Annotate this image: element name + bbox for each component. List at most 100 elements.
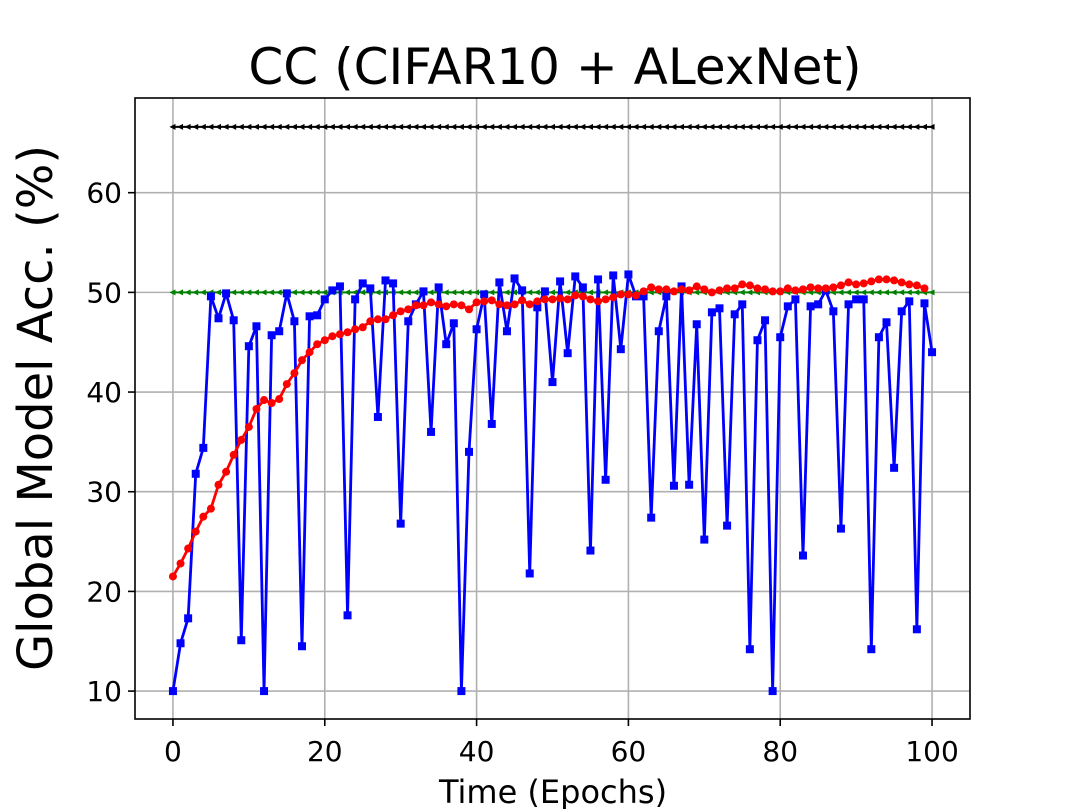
data-point: [434, 300, 443, 309]
data-point: [860, 123, 867, 130]
data-point: [928, 348, 937, 357]
data-point: [305, 312, 314, 321]
data-point: [890, 276, 899, 285]
data-point: [404, 123, 411, 130]
data-point: [215, 123, 221, 130]
data-point: [723, 123, 730, 130]
x-tick-label: 40: [459, 735, 495, 768]
data-point: [571, 123, 578, 130]
data-point: [434, 283, 443, 292]
data-point: [715, 286, 724, 295]
data-point: [275, 123, 282, 130]
data-point: [632, 291, 640, 300]
data-point: [472, 298, 481, 307]
data-point: [168, 687, 177, 696]
y-axis-label: Global Model Acc. (%): [8, 145, 64, 671]
data-point: [275, 395, 284, 404]
data-point: [738, 123, 745, 130]
data-point: [730, 284, 739, 293]
data-point: [578, 292, 587, 301]
data-point: [639, 287, 648, 296]
series-2: [168, 270, 937, 696]
x-axis-ticks: 0 20 40 60 80 100: [164, 719, 959, 768]
data-point: [586, 546, 595, 555]
plot-frame: [134, 97, 971, 720]
data-point: [404, 305, 413, 314]
data-point: [874, 333, 883, 342]
data-point: [738, 280, 747, 289]
data-point: [419, 301, 428, 310]
data-point: [882, 318, 891, 327]
data-point: [548, 378, 557, 387]
data-point: [351, 295, 360, 304]
data-point: [897, 307, 906, 316]
data-point: [564, 123, 571, 130]
data-point: [396, 519, 405, 528]
data-point: [335, 330, 344, 339]
data-point: [328, 332, 337, 341]
data-point: [503, 123, 510, 130]
data-point: [556, 277, 565, 286]
series-0: [169, 123, 935, 130]
y-axis-ticks: 10 20 30 40 50 60: [86, 177, 135, 708]
data-point: [328, 286, 337, 295]
data-point: [480, 123, 487, 130]
data-point: [776, 123, 783, 130]
data-point: [359, 289, 366, 296]
data-point: [244, 422, 253, 431]
data-point: [230, 289, 237, 296]
data-point: [306, 123, 313, 130]
data-point: [252, 123, 259, 130]
data-point: [723, 284, 732, 293]
data-point: [563, 349, 572, 358]
data-point: [351, 325, 360, 334]
data-point: [449, 300, 458, 309]
data-point: [571, 291, 580, 300]
data-point: [883, 289, 889, 296]
data-point: [928, 123, 935, 130]
data-point: [237, 636, 246, 645]
data-point: [427, 123, 434, 130]
data-point: [381, 315, 390, 324]
data-point: [419, 123, 426, 130]
data-point: [548, 295, 557, 304]
data-point: [495, 278, 504, 287]
data-point: [738, 289, 745, 296]
data-point: [898, 123, 905, 130]
data-point: [602, 289, 609, 296]
data-point: [829, 307, 838, 316]
data-point: [177, 289, 184, 296]
data-point: [640, 123, 647, 130]
data-point: [389, 123, 396, 130]
data-point: [540, 295, 549, 304]
data-point: [191, 469, 200, 478]
data-point: [867, 277, 876, 286]
data-point: [275, 327, 284, 336]
data-point: [419, 287, 428, 296]
data-point: [791, 286, 800, 295]
data-point: [874, 275, 883, 284]
data-point: [450, 123, 457, 130]
data-point: [449, 319, 458, 328]
data-point: [594, 123, 601, 130]
data-point: [510, 274, 519, 283]
data-point: [215, 289, 221, 296]
data-point: [465, 305, 473, 314]
data-point: [335, 282, 344, 291]
data-point: [229, 316, 238, 325]
data-point: [700, 123, 707, 130]
data-point: [549, 289, 555, 296]
data-point: [905, 123, 912, 130]
data-point: [442, 302, 451, 311]
data-point: [738, 300, 747, 309]
data-point: [427, 427, 436, 436]
data-point: [693, 123, 700, 130]
data-point: [328, 123, 335, 130]
data-point: [245, 289, 252, 296]
data-point: [313, 289, 320, 296]
x-tick-label: 0: [164, 735, 182, 768]
data-point: [669, 287, 678, 296]
data-point: [541, 123, 548, 130]
data-point: [647, 123, 654, 130]
